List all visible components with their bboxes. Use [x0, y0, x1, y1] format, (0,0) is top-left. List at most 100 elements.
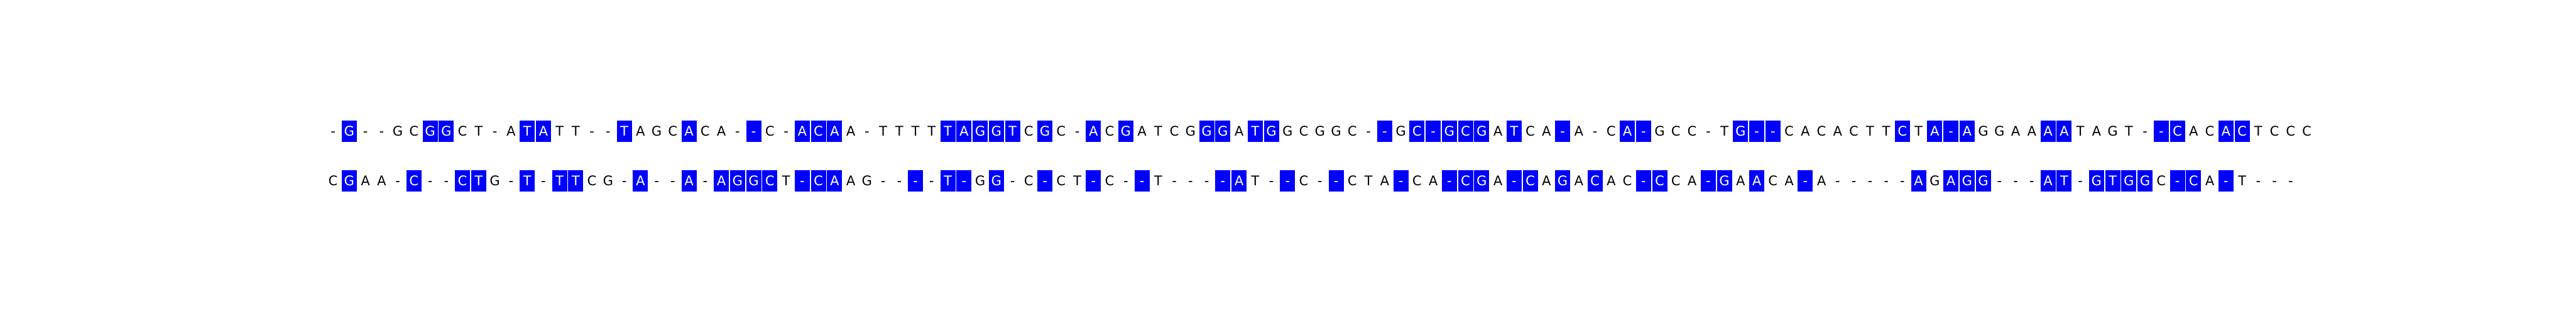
base-cell: G — [1959, 170, 1975, 192]
base-cell: T — [879, 123, 887, 139]
base-cell: C — [1056, 123, 1066, 139]
base-cell: G — [1474, 121, 1490, 142]
gap-cell: - — [897, 173, 902, 188]
base-cell: G — [2107, 123, 2118, 139]
base-cell: A — [1943, 170, 1958, 192]
base-cell: A — [1736, 173, 1745, 188]
base-cell: C — [2234, 121, 2250, 142]
base-cell: G — [439, 121, 454, 142]
base-cell: T — [940, 121, 956, 142]
base-cell: A — [636, 123, 645, 139]
base-cell: G — [489, 173, 500, 188]
base-cell: C — [765, 123, 775, 139]
base-cell: A — [1137, 123, 1147, 139]
gap-cell: - — [589, 123, 594, 139]
base-cell: A — [2092, 123, 2101, 139]
base-cell: A — [681, 121, 697, 142]
gap-cell: - — [1867, 173, 1873, 188]
gap-cell: - — [956, 170, 972, 192]
base-cell: C — [1687, 123, 1697, 139]
gap-cell: - — [508, 173, 514, 188]
base-cell: T — [571, 123, 580, 139]
gap-cell: - — [379, 123, 385, 139]
gap-cell: - — [1037, 170, 1052, 192]
base-cell: A — [1428, 173, 1438, 188]
base-cell: G — [729, 170, 745, 192]
base-cell: C — [1412, 173, 1422, 188]
gap-cell: - — [1172, 173, 1177, 188]
base-cell: G — [973, 121, 988, 142]
gap-cell: - — [621, 173, 627, 188]
gap-cell: - — [1592, 123, 1598, 139]
base-cell: C — [1056, 173, 1066, 188]
gap-cell: - — [395, 173, 400, 188]
base-cell: G — [988, 170, 1004, 192]
base-cell: A — [846, 173, 856, 188]
gap-cell: - — [605, 123, 611, 139]
gap-cell: - — [1851, 173, 1857, 188]
base-cell: C — [409, 123, 419, 139]
base-cell: C — [1606, 123, 1616, 139]
gap-cell: - — [1123, 173, 1128, 188]
base-cell: T — [940, 170, 956, 192]
base-cell: T — [520, 121, 535, 142]
base-cell: A — [377, 173, 386, 188]
base-cell: G — [1733, 121, 1749, 142]
gap-cell: - — [2013, 173, 2018, 188]
base-cell: C — [1587, 170, 1603, 192]
gap-cell: - — [1635, 170, 1651, 192]
base-cell: A — [1784, 173, 1794, 188]
base-cell: C — [762, 170, 778, 192]
base-cell: G — [1716, 170, 1732, 192]
gap-cell: - — [1555, 121, 1570, 142]
gap-cell: - — [492, 123, 498, 139]
base-cell: A — [1816, 173, 1826, 188]
gap-cell: - — [2142, 123, 2148, 139]
base-cell: A — [1607, 173, 1616, 188]
base-cell: A — [2189, 123, 2198, 139]
base-cell: C — [1169, 123, 1179, 139]
base-cell: A — [1380, 173, 1389, 188]
base-cell: A — [827, 121, 843, 142]
base-cell: A — [1911, 170, 1926, 192]
gap-cell: - — [1393, 170, 1409, 192]
base-cell: G — [2137, 170, 2153, 192]
gap-cell: - — [444, 173, 449, 188]
gap-cell: - — [1506, 170, 1522, 192]
base-cell: G — [1978, 123, 1989, 139]
gap-cell: - — [2169, 170, 2185, 192]
base-cell: C — [2156, 173, 2166, 188]
base-cell: G — [861, 173, 872, 188]
base-cell: G — [1215, 121, 1231, 142]
base-cell: C — [2269, 123, 2279, 139]
gap-cell: - — [1280, 170, 1296, 192]
base-cell: G — [1037, 121, 1052, 142]
gap-cell: - — [2029, 173, 2034, 188]
base-cell: C — [1784, 123, 1794, 139]
base-cell: C — [2302, 123, 2311, 139]
base-cell: G — [1199, 121, 1214, 142]
base-cell: G — [746, 170, 761, 192]
gap-cell: - — [1317, 173, 1323, 188]
base-cell: G — [1395, 123, 1406, 139]
gap-cell: - — [929, 173, 934, 188]
gap-cell: - — [670, 173, 675, 188]
base-cell: G — [1314, 123, 1325, 139]
base-cell: G — [422, 121, 438, 142]
base-cell: C — [2286, 123, 2296, 139]
base-cell: T — [555, 123, 564, 139]
base-cell: G — [603, 173, 613, 188]
base-cell: T — [927, 123, 936, 139]
base-cell: C — [1671, 123, 1681, 139]
gap-cell: - — [734, 123, 740, 139]
base-cell: T — [911, 123, 920, 139]
base-cell: T — [1005, 121, 1020, 142]
gap-cell: - — [1749, 121, 1764, 142]
base-cell: G — [1263, 121, 1279, 142]
base-cell: C — [1105, 173, 1115, 188]
gap-cell: - — [794, 170, 810, 192]
gap-cell: - — [1997, 173, 2002, 188]
base-cell: A — [1574, 123, 1583, 139]
gap-cell: - — [1899, 173, 1905, 188]
